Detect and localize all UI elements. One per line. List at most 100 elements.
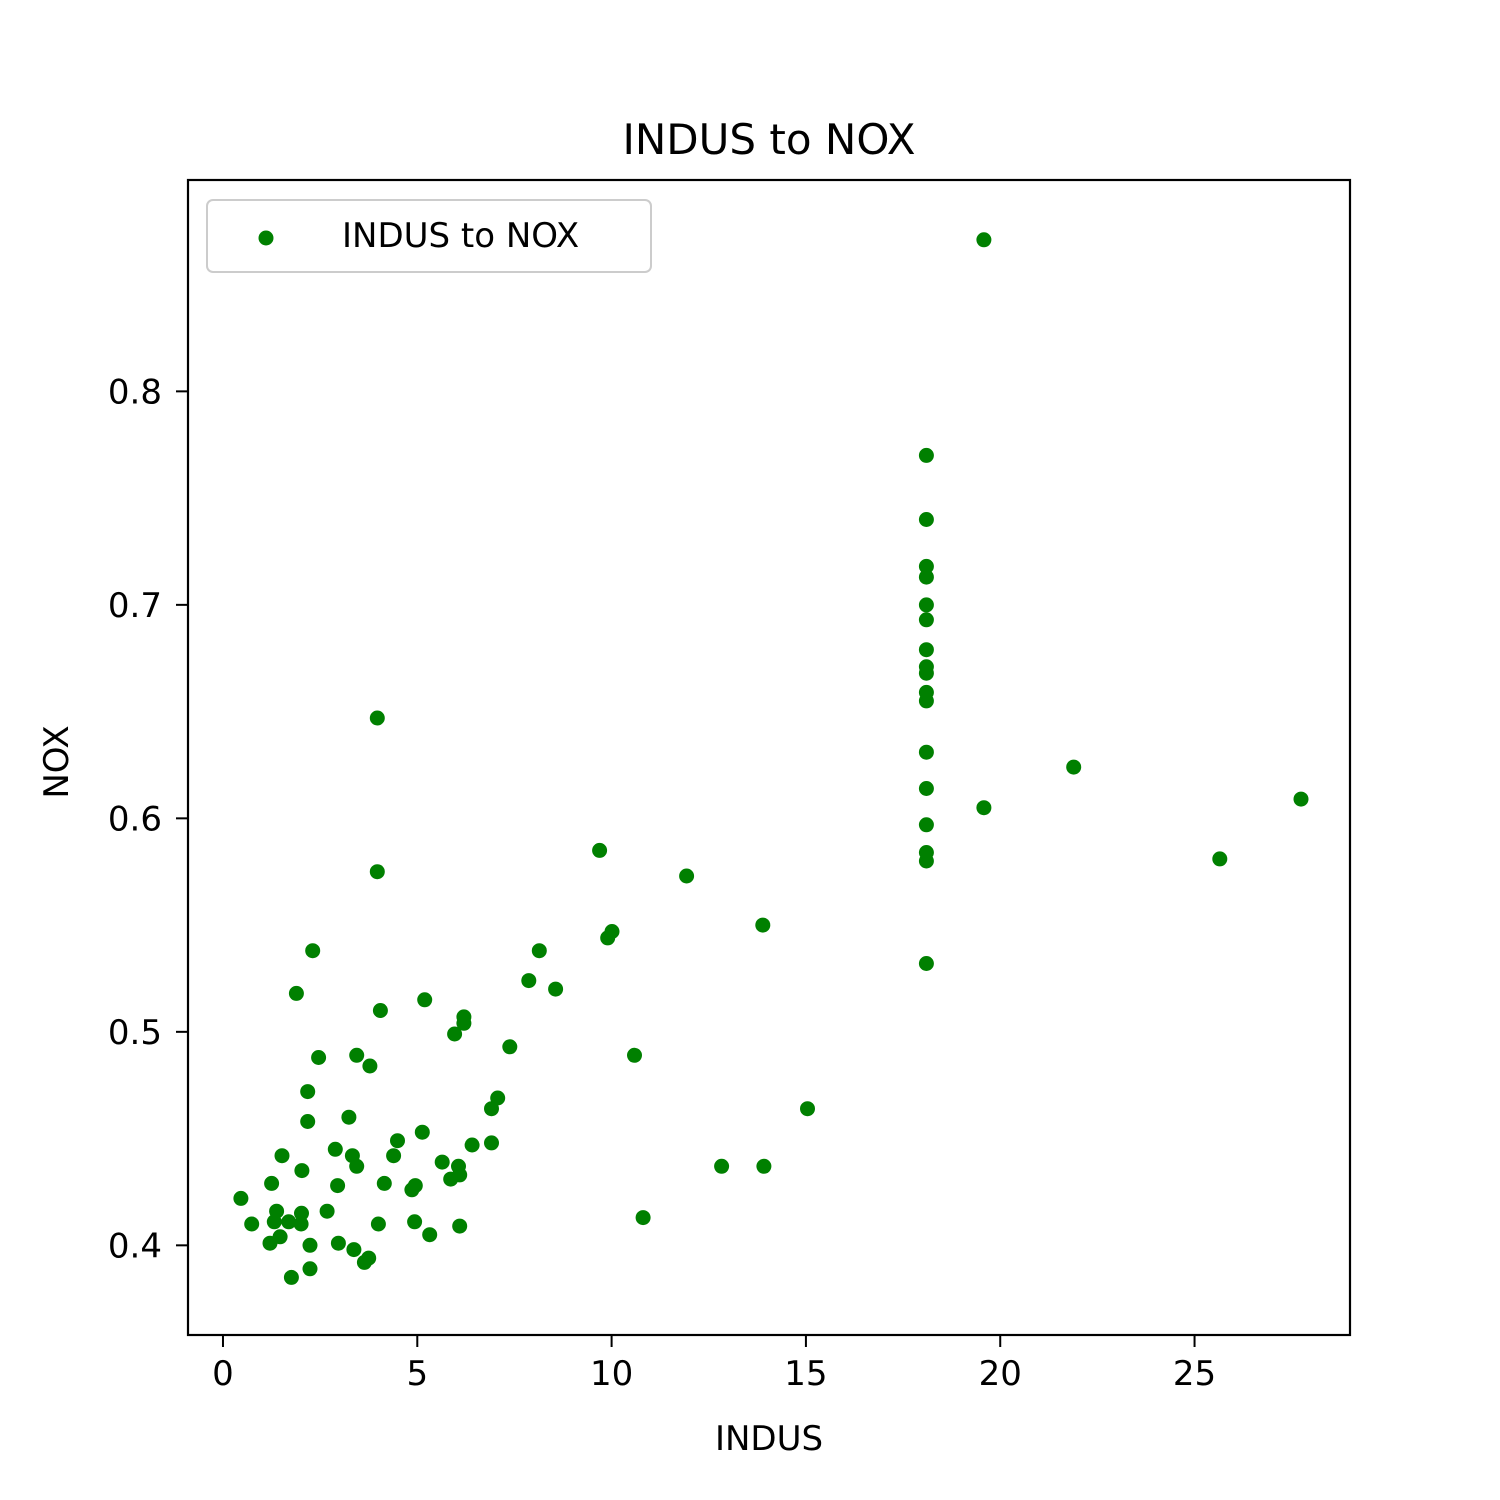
data-point [369, 864, 385, 880]
data-point [918, 781, 934, 796]
data-point [918, 693, 934, 709]
data-point [294, 1163, 310, 1179]
legend: INDUS to NOX [206, 199, 652, 273]
data-point [266, 1214, 282, 1230]
legend-box [206, 199, 652, 273]
data-point [502, 1039, 518, 1055]
data-point [800, 1101, 815, 1117]
data-point [283, 1269, 299, 1285]
x-tick-label: 20 [979, 1354, 1022, 1394]
data-point [300, 1084, 316, 1100]
y-tick-label: 0.8 [108, 372, 162, 412]
data-point [376, 1175, 392, 1191]
data-point [414, 1124, 430, 1140]
data-point [447, 1026, 463, 1042]
data-point [349, 1047, 365, 1063]
y-tick-label: 0.5 [108, 1013, 162, 1053]
data-point [918, 817, 934, 833]
y-axis-ticks: 0.4 0.5 0.6 0.7 0.8 [108, 372, 188, 1266]
data-point [714, 1158, 730, 1174]
data-point [346, 1242, 362, 1258]
data-point [327, 1141, 343, 1157]
data-point [548, 981, 564, 997]
data-point [918, 569, 934, 585]
data-point [918, 853, 934, 869]
data-point [404, 1182, 420, 1198]
x-tick-label: 25 [1173, 1354, 1216, 1394]
data-point [484, 1101, 499, 1117]
y-tick-label: 0.6 [108, 799, 162, 839]
data-point [918, 665, 934, 681]
data-point [302, 1237, 318, 1253]
data-point [1066, 759, 1082, 775]
data-point [370, 1216, 386, 1232]
data-point [755, 917, 771, 933]
data-point [918, 447, 934, 463]
x-tick-label: 0 [212, 1354, 234, 1394]
data-point [390, 1133, 405, 1149]
data-point [372, 1003, 388, 1018]
data-points [233, 232, 1309, 1285]
data-point [918, 612, 934, 628]
data-point [330, 1178, 346, 1194]
data-point [484, 1135, 499, 1151]
y-tick-label: 0.7 [108, 586, 162, 626]
data-point [362, 1058, 378, 1074]
data-point [918, 558, 934, 574]
data-point [918, 744, 934, 760]
x-tick-label: 10 [590, 1354, 633, 1394]
y-axis-label: NOX [37, 725, 77, 798]
data-point [1212, 851, 1228, 867]
data-point [918, 597, 934, 613]
data-point [452, 1218, 468, 1234]
data-point [319, 1203, 335, 1219]
data-point [305, 943, 321, 959]
data-point [294, 1205, 309, 1221]
data-point [464, 1137, 480, 1153]
data-point [264, 1175, 280, 1191]
plot-frame [186, 178, 1352, 1337]
data-point [443, 1171, 459, 1187]
x-axis-ticks: 0 5 10 15 20 25 [212, 1335, 1216, 1394]
data-point [417, 992, 433, 1008]
data-point [311, 1050, 327, 1065]
data-point [679, 868, 695, 884]
y-tick-label: 0.4 [108, 1226, 162, 1266]
data-point [635, 1210, 651, 1226]
data-point [281, 1214, 297, 1230]
legend-entry: INDUS to NOX [342, 216, 579, 256]
data-point [349, 1158, 365, 1174]
data-point [918, 956, 934, 971]
chart-title: INDUS to NOX [623, 115, 916, 164]
x-tick-label: 5 [406, 1354, 428, 1394]
data-point [356, 1254, 372, 1270]
data-point [592, 842, 608, 858]
data-point [918, 642, 934, 658]
data-point [422, 1227, 438, 1243]
data-point [386, 1148, 402, 1164]
data-point [407, 1214, 423, 1230]
legend-marker [258, 230, 274, 246]
data-point [244, 1216, 260, 1232]
data-point [293, 1216, 309, 1232]
data-point [288, 985, 304, 1001]
data-point [434, 1154, 450, 1170]
data-point [521, 973, 537, 989]
data-point [1293, 791, 1309, 807]
data-point [330, 1235, 346, 1251]
data-point [262, 1235, 278, 1251]
data-point [456, 1015, 472, 1031]
x-tick-label: 15 [784, 1354, 827, 1394]
data-point [233, 1190, 249, 1206]
data-point [369, 710, 385, 726]
data-point [976, 232, 992, 248]
data-point [756, 1158, 772, 1174]
data-point [341, 1109, 357, 1125]
data-point [604, 924, 620, 939]
data-point [300, 1114, 316, 1129]
data-point [976, 800, 992, 816]
data-point [918, 512, 934, 527]
x-axis-label: INDUS [715, 1419, 823, 1459]
data-point [531, 943, 547, 959]
